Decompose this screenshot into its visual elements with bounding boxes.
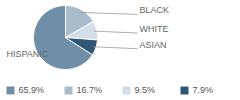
svg-text:9.5%: 9.5% (135, 85, 156, 95)
svg-text:HISPANIC: HISPANIC (7, 49, 49, 59)
svg-text:ASIAN: ASIAN (140, 40, 167, 50)
svg-text:65.9%: 65.9% (19, 85, 45, 95)
svg-text:BLACK: BLACK (140, 5, 170, 15)
svg-text:7.9%: 7.9% (193, 85, 214, 95)
svg-text:16.7%: 16.7% (77, 85, 103, 95)
svg-text:WHITE: WHITE (140, 24, 169, 34)
